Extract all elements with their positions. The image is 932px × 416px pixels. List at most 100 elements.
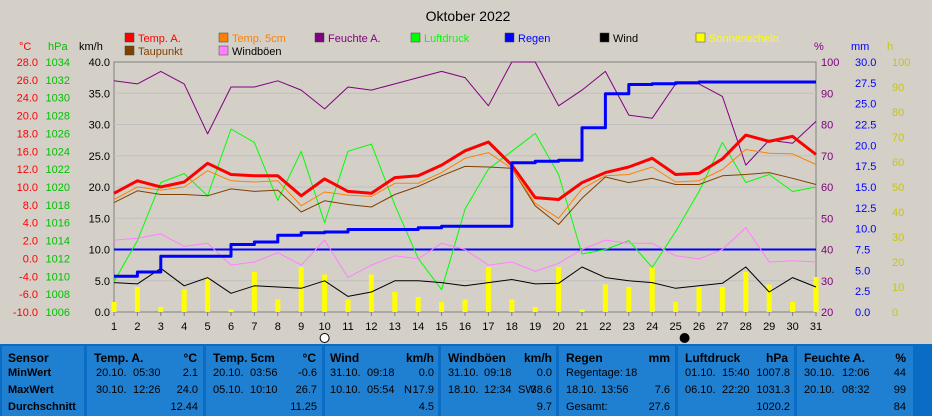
stats-header: Feuchte A. (804, 351, 865, 365)
sunshine-bar (345, 299, 351, 312)
min-date: 20.10. (213, 367, 244, 379)
legend-swatch (314, 32, 325, 43)
celsius-tick: 0.0 (23, 253, 38, 265)
sunshine-bar (415, 297, 421, 312)
max-time: 05:54 (367, 384, 395, 396)
hpa-tick: 1026 (46, 128, 70, 140)
sunshine-bar (696, 287, 702, 312)
x-tick-label: 20 (552, 321, 564, 333)
min-date: 30.10. (804, 367, 835, 379)
series-luftdruck (113, 128, 817, 291)
max-value: 1031.3 (756, 384, 790, 396)
percent-tick: 80 (821, 120, 833, 132)
sunshine-bar (673, 302, 679, 312)
legend-label: Luftdruck (424, 33, 470, 45)
hpa-unit: hPa (48, 41, 68, 53)
x-tick-label: 31 (810, 321, 822, 333)
max-direction: N (404, 384, 412, 396)
stats-unit: % (895, 351, 906, 365)
max-direction: SW (518, 384, 536, 396)
mm-tick: 30.0 (855, 57, 876, 69)
row-label-min: MinWert (8, 367, 52, 379)
stats-panel-sensor: Sensor MinWert MaxWert Durchschnitt (2, 346, 84, 416)
sunshine-bar (439, 302, 445, 312)
rain-total-label: Gesamt: (566, 401, 608, 413)
kmh-tick: 40.0 (89, 57, 110, 69)
avg-value: 1020.2 (756, 401, 790, 413)
mm-tick: 25.0 (855, 99, 876, 111)
h-tick: 10 (892, 282, 904, 294)
h-tick: 0 (892, 307, 898, 319)
percent-tick: 20 (821, 307, 833, 319)
x-tick-label: 15 (435, 321, 447, 333)
stats-panel-wind: Wind km/h 31.10. 09:18 0.0 10.10. 05:54 … (325, 346, 438, 416)
chart-legend: Temp. A. Temp. 5cm Feuchte A. Luftdruck Rege… (124, 32, 779, 58)
x-tick-label: 22 (599, 321, 611, 333)
h-tick: 70 (892, 132, 904, 144)
max-value: 99 (893, 384, 906, 396)
stats-panel-feuchte: Feuchte A. % 30.10. 12:06 44 20.10. 08:3… (797, 346, 913, 416)
x-tick-label: 8 (275, 321, 281, 333)
sunshine-bar (251, 272, 257, 312)
x-axis-labels: 1 2 3 4 5 6 7 8 9 10 11 12 13 14 15 16 17 18 19 20 21 22 23 24 2… (111, 321, 822, 333)
max-date: 06.10. (685, 384, 716, 396)
stats-unit: km/h (523, 351, 552, 365)
moon-phase-icons (319, 333, 690, 343)
legend-swatch (218, 32, 229, 43)
x-tick-label: 5 (205, 321, 211, 333)
max-date: 20.10. (804, 384, 835, 396)
max-date: 05.10. (213, 384, 244, 396)
stats-header: Regen (566, 351, 603, 365)
axis-units: °C hPa km/h% mm h (19, 41, 893, 53)
sunshine-bar (134, 287, 140, 312)
legend-label: Windböen (232, 46, 282, 58)
max-time: 13:56 (601, 384, 629, 396)
stats-panel-regen: Regen mm Regentage: 18 18.10. 13:56 7.6 … (559, 346, 675, 416)
x-tick-label: 25 (669, 321, 681, 333)
legend-swatch (695, 32, 706, 43)
sunshine-bar (813, 277, 819, 312)
kmh-unit: km/h (79, 41, 103, 53)
series-layer (111, 61, 819, 312)
x-tick-label: 3 (158, 321, 164, 333)
legend-label: Regen (518, 33, 550, 45)
celsius-tick: 24.0 (17, 93, 38, 105)
kmh-tick: 30.0 (89, 120, 110, 132)
legend-swatch (599, 32, 610, 43)
stats-unit: °C (302, 351, 316, 365)
sunshine-bar (205, 277, 211, 312)
x-tick-label: 19 (529, 321, 541, 333)
hpa-tick: 1016 (46, 218, 70, 230)
h-tick: 80 (892, 107, 904, 119)
max-value: 38.6 (530, 384, 552, 396)
sunshine-bar (392, 292, 398, 312)
sunshine-bar (602, 284, 608, 312)
mm-tick: 10.0 (855, 224, 876, 236)
x-tick-label: 9 (298, 321, 304, 333)
h-unit: h (887, 41, 893, 53)
sunshine-bar (719, 287, 725, 312)
mm-tick: 12.5 (855, 203, 876, 215)
celsius-tick: 28.0 (17, 57, 38, 69)
mm-tick: 17.5 (855, 161, 876, 173)
plot-grid (113, 61, 817, 316)
min-time: 15:40 (722, 367, 750, 379)
min-value: 0.0 (418, 367, 434, 379)
max-time: 22:20 (722, 384, 750, 396)
min-date: 20.10. (96, 367, 127, 379)
x-tick-label: 27 (716, 321, 728, 333)
stats-header: Wind (330, 351, 360, 365)
series-temp-a (113, 133, 817, 201)
stats-header: Luftdruck (685, 351, 741, 365)
legend-swatch (218, 45, 229, 56)
row-label-max: MaxWert (8, 384, 54, 396)
hpa-tick: 1006 (46, 307, 70, 319)
x-tick-label: 12 (365, 321, 377, 333)
sunshine-bar (322, 274, 328, 312)
max-value: 17.9 (412, 384, 434, 396)
mm-tick: 2.5 (855, 286, 870, 298)
mm-tick: 5.0 (855, 265, 870, 277)
stats-header: Windböen (448, 351, 506, 365)
percent-tick: 40 (821, 245, 833, 257)
legend-label: Feuchte A. (328, 33, 381, 45)
